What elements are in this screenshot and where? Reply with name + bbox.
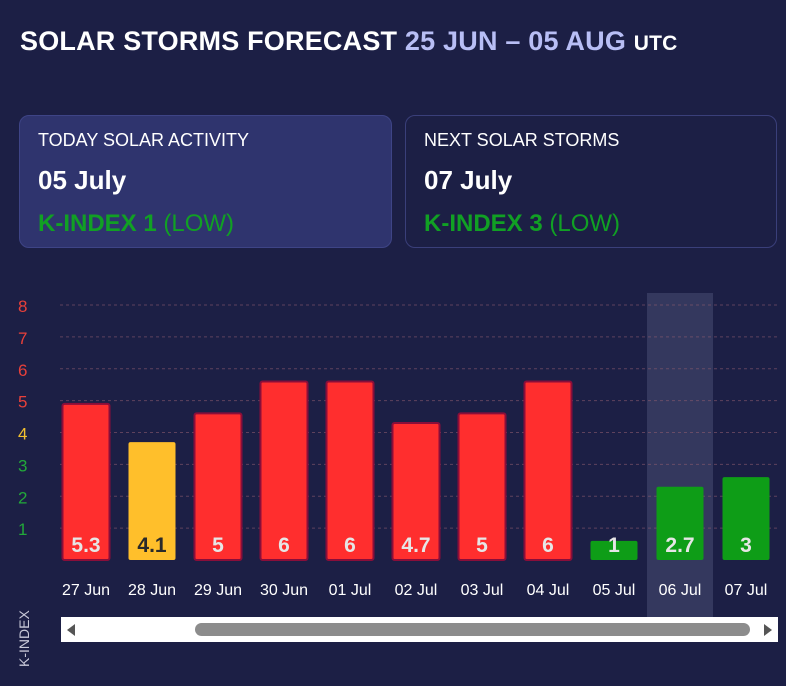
bar-value-label: 4.1 (137, 534, 167, 557)
next-k-level: (LOW) (549, 210, 621, 237)
title-main: SOLAR STORMS FORECAST (20, 26, 398, 56)
bar-01-jul (325, 380, 375, 561)
scrollbar-thumb[interactable] (195, 623, 750, 636)
bar-value-label: 5.3 (71, 534, 100, 557)
y-axis-label: K-INDEX (16, 610, 32, 667)
bar-value-label: 6 (344, 534, 356, 557)
bar-value-label: 6 (278, 534, 290, 557)
page-title: SOLAR STORMS FORECAST 25 JUN – 05 AUG UT… (20, 26, 678, 57)
bar-28-jun (128, 442, 176, 560)
next-card-label: NEXT SOLAR STORMS (424, 130, 620, 150)
y-tick-label: 2 (18, 488, 27, 507)
y-tick-label: 4 (18, 425, 27, 444)
x-tick-label: 03 Jul (461, 582, 504, 599)
bar-value-label: 2.7 (665, 534, 694, 557)
today-k-level: (LOW) (163, 210, 235, 237)
title-timezone: UTC (633, 32, 678, 55)
bar-06-jul (656, 486, 704, 560)
today-activity-card: TODAY SOLAR ACTIVITY 05 July K-INDEX 1 (… (19, 115, 392, 248)
today-card-k-index: K-INDEX 1 (LOW) (38, 210, 373, 238)
title-range: 25 JUN – 05 AUG (404, 26, 627, 56)
bar-value-label: 5 (476, 534, 488, 557)
today-card-label: TODAY SOLAR ACTIVITY (38, 130, 250, 150)
bar-value-label: 4.7 (401, 534, 430, 557)
next-card-k-index: K-INDEX 3 (LOW) (424, 210, 758, 238)
today-k-value: K-INDEX 1 (38, 210, 157, 237)
x-tick-label: 27 Jun (62, 582, 110, 599)
y-tick-label: 3 (18, 456, 27, 475)
bar-05-jul (590, 540, 638, 560)
bar-27-jun (61, 402, 111, 561)
y-tick-label: 6 (18, 361, 27, 380)
next-storms-card: NEXT SOLAR STORMS 07 July K-INDEX 3 (LOW… (405, 115, 777, 248)
scroll-left-arrow-icon[interactable] (67, 624, 75, 636)
bar-03-jul (457, 412, 507, 561)
bar-02-jul (391, 421, 441, 561)
bar-29-jun (193, 412, 243, 561)
x-tick-label: 07 Jul (725, 582, 768, 599)
highlight-band (647, 293, 713, 617)
x-tick-label: 01 Jul (329, 582, 372, 599)
x-tick-label: 04 Jul (527, 582, 570, 599)
y-tick-label: 1 (18, 520, 27, 539)
bar-value-label: 1 (608, 534, 620, 557)
bar-value-label: 3 (740, 534, 752, 557)
x-tick-label: 05 Jul (593, 582, 636, 599)
next-k-value: K-INDEX 3 (424, 210, 543, 237)
y-tick-label: 5 (18, 393, 27, 412)
bar-value-label: 5 (212, 534, 224, 557)
scroll-right-arrow-icon[interactable] (764, 624, 772, 636)
y-tick-label: 7 (18, 329, 27, 348)
chart-horizontal-scrollbar[interactable] (61, 617, 778, 642)
bar-30-jun (259, 380, 309, 561)
x-tick-label: 06 Jul (659, 582, 702, 599)
x-tick-label: 29 Jun (194, 582, 242, 599)
bar-07-jul (722, 477, 770, 560)
today-card-date: 05 July (38, 165, 127, 195)
x-tick-label: 28 Jun (128, 582, 176, 599)
x-tick-label: 30 Jun (260, 582, 308, 599)
bar-04-jul (523, 380, 573, 561)
y-tick-label: 8 (18, 297, 27, 316)
bar-value-label: 6 (542, 534, 554, 557)
x-tick-label: 02 Jul (395, 582, 438, 599)
next-card-date: 07 July (424, 165, 513, 195)
